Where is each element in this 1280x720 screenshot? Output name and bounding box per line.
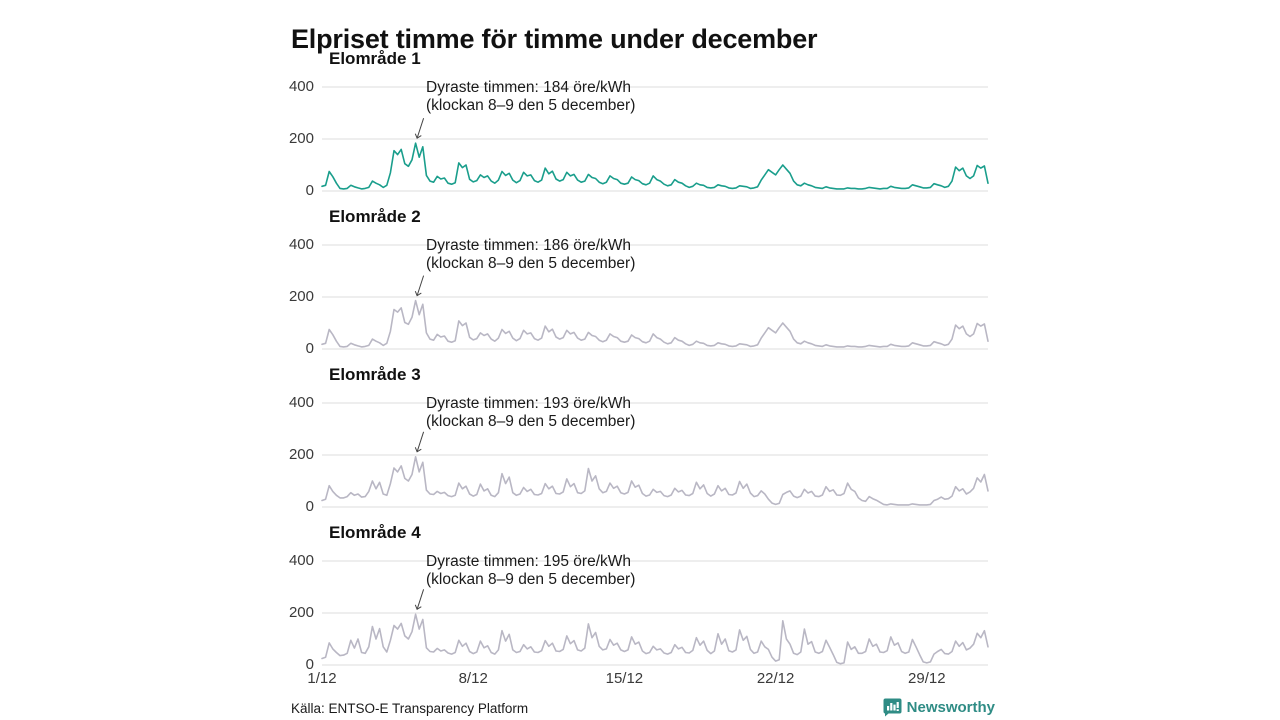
panel-title: Elområde 3 xyxy=(329,365,421,384)
y-tick-label: 200 xyxy=(288,446,314,463)
chart-panel-elomrade-1: Elområde 1 Dyraste timmen: 184 öre/kWh (… xyxy=(289,48,992,206)
peak-annotation: Dyraste timmen: 186 öre/kWh (klockan 8–9… xyxy=(426,237,635,273)
x-tick-label: 15/12 xyxy=(605,670,644,687)
x-tick-label: 29/12 xyxy=(908,670,946,687)
annotation-arrow xyxy=(416,589,425,610)
line-chart xyxy=(321,244,989,350)
line-chart xyxy=(321,402,989,508)
annotation-line2: (klockan 8–9 den 5 december) xyxy=(426,571,636,588)
newsworthy-icon xyxy=(883,698,902,717)
chart-panel-elomrade-3: Elområde 3 Dyraste timmen: 193 öre/kWh (… xyxy=(289,364,992,522)
annotation-line1: Dyraste timmen: 193 öre/kWh xyxy=(426,395,632,412)
chart-panel-elomrade-4: Elområde 4 Dyraste timmen: 195 öre/kWh (… xyxy=(289,522,992,680)
y-tick-label: 400 xyxy=(288,78,314,95)
annotation-arrowhead xyxy=(414,133,422,139)
plot-area: Dyraste timmen: 184 öre/kWh (klockan 8–9… xyxy=(289,76,992,199)
y-tick-label: 0 xyxy=(305,182,314,199)
y-tick-label: 400 xyxy=(288,236,314,253)
plot-area: Dyraste timmen: 193 öre/kWh (klockan 8–9… xyxy=(289,392,992,515)
annotation-arrowhead xyxy=(414,290,422,297)
peak-annotation: Dyraste timmen: 195 öre/kWh (klockan 8–9… xyxy=(426,553,635,589)
page-title: Elpriset timme för timme under december xyxy=(291,24,818,55)
brand-name: Newsworthy xyxy=(906,699,995,716)
panel-title: Elområde 4 xyxy=(329,523,421,542)
annotation-line1: Dyraste timmen: 195 öre/kWh xyxy=(426,553,632,570)
annotation-line2: (klockan 8–9 den 5 december) xyxy=(426,97,636,114)
plot-area: Dyraste timmen: 186 öre/kWh (klockan 8–9… xyxy=(289,234,992,357)
brand-logo: Newsworthy xyxy=(883,698,995,717)
annotation-line1: Dyraste timmen: 184 öre/kWh xyxy=(426,79,632,96)
annotation-arrow xyxy=(416,118,425,139)
panel-title: Elområde 1 xyxy=(329,49,421,68)
y-tick-label: 0 xyxy=(305,340,314,357)
y-tick-label: 200 xyxy=(288,130,314,147)
annotation-arrow xyxy=(416,431,425,452)
plot-area: Dyraste timmen: 195 öre/kWh (klockan 8–9… xyxy=(289,550,992,673)
y-tick-label: 400 xyxy=(288,394,314,411)
line-chart xyxy=(321,560,989,666)
y-tick-label: 0 xyxy=(305,656,314,673)
source-text: Källa: ENTSO-E Transparency Platform xyxy=(291,701,529,716)
x-tick-label: 1/12 xyxy=(307,670,337,687)
panel-title: Elområde 2 xyxy=(329,207,421,226)
annotation-line2: (klockan 8–9 den 5 december) xyxy=(426,413,636,430)
x-tick-label: 22/12 xyxy=(756,670,795,687)
annotation-arrowhead xyxy=(414,604,422,611)
line-chart xyxy=(321,86,989,192)
y-tick-label: 0 xyxy=(305,498,314,515)
annotation-arrowhead xyxy=(414,447,422,453)
peak-annotation: Dyraste timmen: 193 öre/kWh (klockan 8–9… xyxy=(426,395,635,431)
annotation-arrow xyxy=(416,275,425,296)
x-axis: 1/12 8/12 15/12 22/12 29/12 xyxy=(307,670,992,690)
x-tick-label: 8/12 xyxy=(458,670,488,687)
peak-annotation: Dyraste timmen: 184 öre/kWh (klockan 8–9… xyxy=(426,79,635,115)
y-tick-label: 400 xyxy=(288,552,314,569)
y-tick-label: 200 xyxy=(288,288,314,305)
chart-panel-elomrade-2: Elområde 2 Dyraste timmen: 186 öre/kWh (… xyxy=(289,206,992,364)
y-tick-label: 200 xyxy=(288,604,314,621)
annotation-line1: Dyraste timmen: 186 öre/kWh xyxy=(426,237,632,254)
annotation-line2: (klockan 8–9 den 5 december) xyxy=(426,255,636,272)
